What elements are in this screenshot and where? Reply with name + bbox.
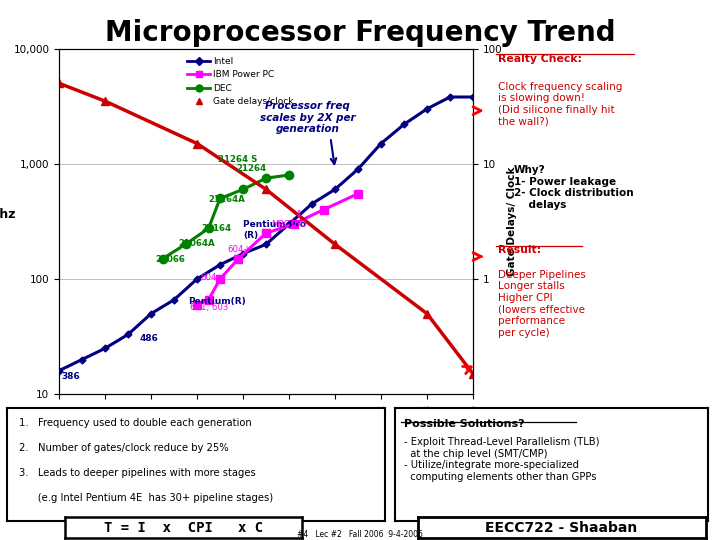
- Text: Realty Check:: Realty Check:: [498, 53, 582, 64]
- Text: 21164A: 21164A: [209, 195, 246, 204]
- Text: 21264: 21264: [236, 164, 266, 173]
- Y-axis label: Gate Delays/ Clock: Gate Delays/ Clock: [507, 167, 516, 276]
- Text: 604: 604: [200, 273, 217, 281]
- Text: 21066: 21066: [156, 255, 186, 264]
- Text: Deeper Pipelines
Longer stalls
Higher CPI
(lowers effective
performance
per cycl: Deeper Pipelines Longer stalls Higher CP…: [498, 269, 586, 338]
- Text: 3.   Leads to deeper pipelines with more stages: 3. Leads to deeper pipelines with more s…: [19, 468, 256, 478]
- Text: Clock frequency scaling
is slowing down!
(Did silicone finally hit
the wall?): Clock frequency scaling is slowing down!…: [498, 82, 622, 126]
- Text: Processor freq
scales by 2X per
generation: Processor freq scales by 2X per generati…: [260, 101, 355, 134]
- Text: II: II: [296, 210, 301, 219]
- Text: 1.   Frequency used to double each generation: 1. Frequency used to double each generat…: [19, 418, 251, 428]
- Text: T = I  x  CPI   x C: T = I x CPI x C: [104, 521, 264, 535]
- Text: Why?
1- Power leakage
2- Clock distribution
    delays: Why? 1- Power leakage 2- Clock distribut…: [514, 165, 634, 210]
- Text: 486: 486: [140, 334, 158, 343]
- Text: Microprocessor Frequency Trend: Microprocessor Frequency Trend: [104, 19, 616, 47]
- Text: #4   Lec #2   Fall 2006  9-4-2006: #4 Lec #2 Fall 2006 9-4-2006: [297, 530, 423, 539]
- Text: 21264 S: 21264 S: [217, 155, 257, 164]
- Y-axis label: Mhz: Mhz: [0, 208, 17, 221]
- Text: Possible Solutions?: Possible Solutions?: [404, 419, 525, 429]
- Text: Result:: Result:: [498, 245, 541, 255]
- Text: - Exploit Thread-Level Parallelism (TLB)
  at the chip level (SMT/CMP)
- Utilize: - Exploit Thread-Level Parallelism (TLB)…: [404, 437, 600, 482]
- Text: EECC722 - Shaaban: EECC722 - Shaaban: [485, 521, 638, 535]
- Text: Pentium Pro
(R): Pentium Pro (R): [243, 220, 306, 240]
- Text: (e.g Intel Pentium 4E  has 30+ pipeline stages): (e.g Intel Pentium 4E has 30+ pipeline s…: [19, 493, 273, 503]
- Text: 21064A: 21064A: [179, 239, 215, 248]
- Text: MPC750: MPC750: [271, 220, 306, 230]
- Text: 2.   Number of gates/clock reduce by 25%: 2. Number of gates/clock reduce by 25%: [19, 443, 228, 453]
- Text: 21164: 21164: [202, 224, 232, 233]
- Legend: Intel, IBM Power PC, DEC, Gate delays/clock: Intel, IBM Power PC, DEC, Gate delays/cl…: [184, 53, 297, 110]
- Text: 601, 603: 601, 603: [190, 303, 228, 312]
- Text: Pentium(R): Pentium(R): [188, 297, 246, 306]
- Text: 386: 386: [61, 372, 80, 381]
- Text: 604+: 604+: [227, 245, 251, 254]
